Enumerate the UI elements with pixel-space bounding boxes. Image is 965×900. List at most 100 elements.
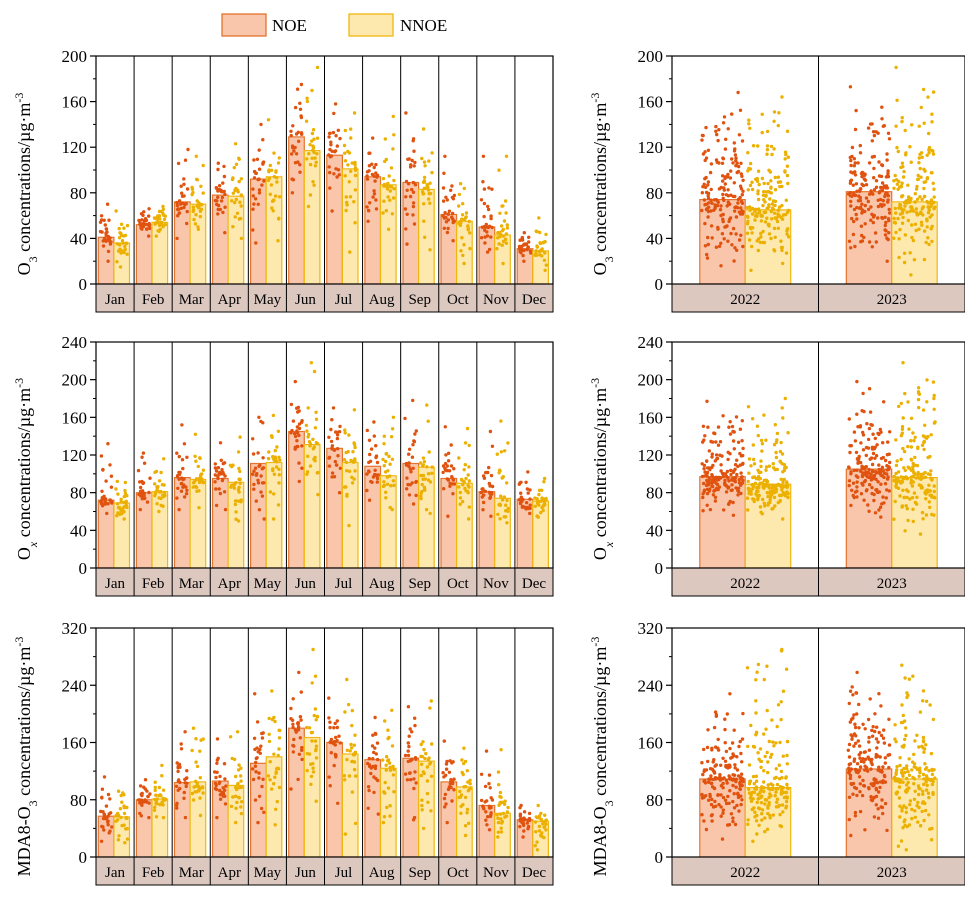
data-point xyxy=(343,778,347,782)
data-point xyxy=(901,209,905,213)
data-point xyxy=(116,838,121,842)
data-point xyxy=(177,454,181,459)
data-point xyxy=(541,822,545,826)
points-noe-Jan xyxy=(98,202,113,263)
data-point xyxy=(919,151,924,155)
data-point xyxy=(352,408,357,412)
data-point xyxy=(522,259,526,263)
data-point xyxy=(365,174,369,178)
data-point xyxy=(413,432,417,436)
data-point xyxy=(900,425,905,429)
data-point xyxy=(329,140,333,144)
data-point xyxy=(706,196,711,201)
y-axis-label-part: 3 xyxy=(26,800,40,806)
data-point xyxy=(902,804,906,808)
data-point xyxy=(927,500,931,504)
data-point xyxy=(745,214,750,219)
bar-nnoe-Oct xyxy=(456,482,473,569)
points-noe-Jan xyxy=(99,442,114,516)
data-point xyxy=(277,785,282,790)
data-point xyxy=(233,499,238,503)
data-point xyxy=(887,743,892,747)
data-point xyxy=(877,508,881,512)
data-point xyxy=(236,795,241,799)
data-point xyxy=(740,439,744,443)
data-point xyxy=(932,207,936,211)
data-point xyxy=(464,784,468,789)
data-point xyxy=(758,747,763,751)
data-point xyxy=(177,207,181,211)
category-label-Mar: Mar xyxy=(179,292,204,308)
data-point xyxy=(857,775,862,779)
points-noe-2022 xyxy=(700,692,745,841)
points-nnoe-2022 xyxy=(745,396,790,521)
data-point xyxy=(915,184,919,189)
data-point xyxy=(446,451,451,455)
category-label-Dec: Dec xyxy=(522,292,546,308)
data-point xyxy=(762,210,766,215)
data-point xyxy=(769,209,773,214)
category-label-2023: 2023 xyxy=(877,292,907,308)
data-point xyxy=(426,472,431,476)
data-point xyxy=(902,449,907,454)
data-point xyxy=(422,180,427,184)
data-point xyxy=(785,739,790,744)
data-point xyxy=(353,469,357,473)
data-point xyxy=(293,379,297,384)
data-point xyxy=(770,217,774,221)
data-point xyxy=(334,735,338,740)
data-point xyxy=(916,800,920,805)
data-point xyxy=(533,504,537,508)
data-point xyxy=(746,818,750,822)
data-point xyxy=(147,207,151,211)
data-point xyxy=(122,804,126,808)
data-point xyxy=(721,156,725,160)
data-point xyxy=(499,450,504,454)
category-label-Feb: Feb xyxy=(142,576,165,592)
data-point xyxy=(786,431,790,435)
category-label-Apr: Apr xyxy=(218,576,241,592)
data-point xyxy=(392,187,396,191)
data-point xyxy=(521,253,525,258)
y-tick-label: 200 xyxy=(62,47,88,66)
y-axis-label-part: x xyxy=(26,541,40,548)
data-point xyxy=(190,192,194,197)
data-point xyxy=(754,207,758,212)
y-tick-label: 240 xyxy=(638,333,664,352)
data-point xyxy=(874,185,879,189)
data-point xyxy=(735,206,740,210)
data-point xyxy=(863,222,867,226)
data-point xyxy=(734,785,738,789)
data-point xyxy=(271,413,276,418)
data-point xyxy=(534,830,538,834)
data-point xyxy=(239,811,244,816)
data-point xyxy=(140,497,144,501)
data-point xyxy=(920,197,924,202)
data-point xyxy=(755,832,759,836)
data-point xyxy=(850,737,854,741)
data-point xyxy=(267,168,271,172)
data-point xyxy=(335,433,340,437)
data-point xyxy=(779,215,783,220)
data-point xyxy=(870,462,875,467)
data-point xyxy=(540,834,544,839)
data-point xyxy=(723,147,728,151)
data-point xyxy=(756,197,761,202)
data-point xyxy=(910,484,915,488)
data-point xyxy=(900,181,904,185)
data-point xyxy=(763,220,768,224)
data-point xyxy=(427,159,431,163)
y-axis-label-part: MDA8-O xyxy=(14,806,34,876)
data-point xyxy=(852,430,857,434)
data-point xyxy=(192,217,196,222)
points-noe-2023 xyxy=(846,85,892,263)
data-point xyxy=(882,400,886,404)
data-point xyxy=(866,503,870,507)
data-point xyxy=(769,179,773,183)
data-point xyxy=(518,824,522,829)
data-point xyxy=(163,222,168,227)
data-point xyxy=(776,226,780,230)
data-point xyxy=(328,170,332,175)
data-point xyxy=(719,469,723,473)
data-point xyxy=(780,462,784,466)
